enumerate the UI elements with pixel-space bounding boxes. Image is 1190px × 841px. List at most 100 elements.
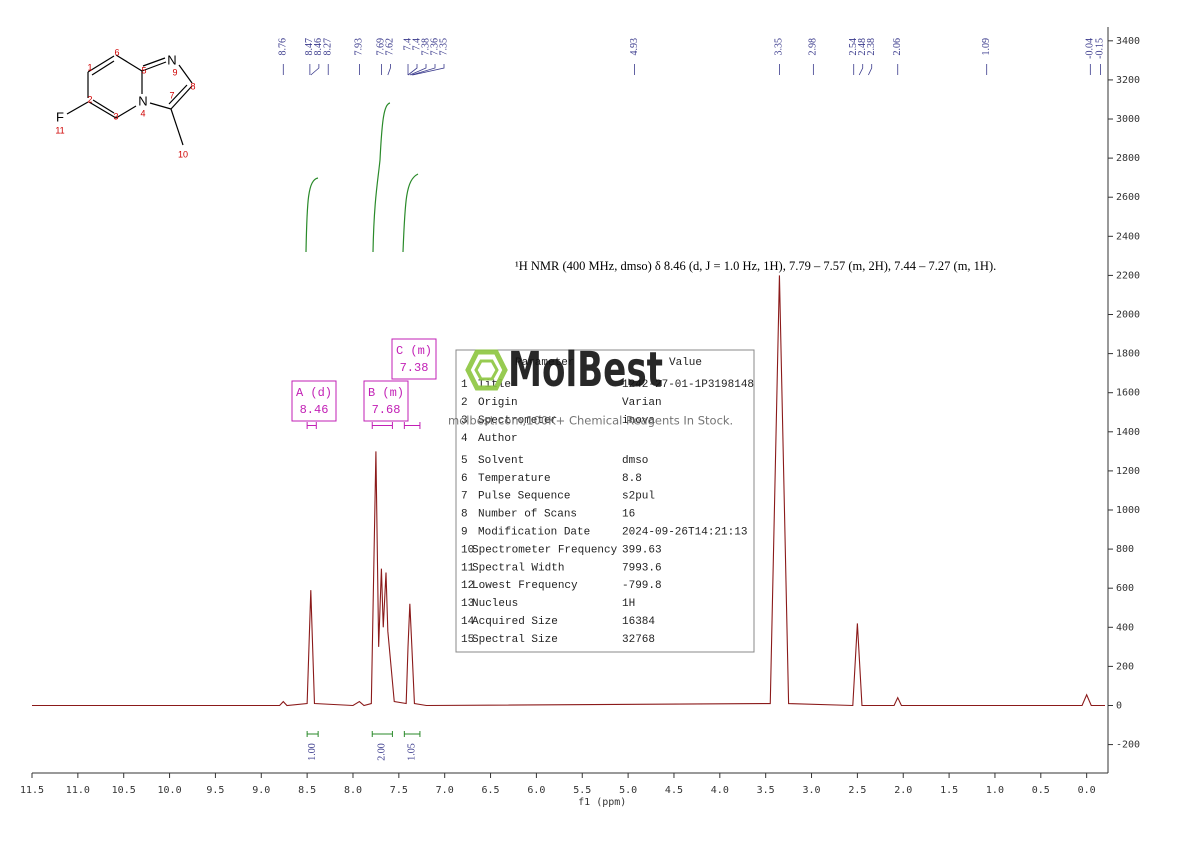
row-value: inova bbox=[622, 415, 655, 427]
row-value: 2024-09-26T14:21:13 bbox=[622, 527, 747, 539]
integral-curves bbox=[305, 102, 419, 253]
peak-label: 2.48 bbox=[857, 38, 868, 56]
peak-label: 7.62 bbox=[385, 38, 396, 56]
peak-label: 8.27 bbox=[323, 38, 334, 56]
peak-label: -0.04 bbox=[1085, 38, 1096, 59]
integral-bracket bbox=[306, 731, 319, 737]
row-number: 12 bbox=[461, 580, 474, 592]
peak-label: 2.06 bbox=[892, 38, 903, 56]
y-tick-label: 3400 bbox=[1116, 36, 1140, 47]
y-tick-label: 1600 bbox=[1116, 388, 1140, 399]
x-tick-label: 11.5 bbox=[20, 785, 44, 796]
atom-number: 10 bbox=[178, 149, 188, 159]
multiplet-range bbox=[306, 422, 317, 429]
x-tick-label: 9.5 bbox=[206, 785, 224, 796]
peak-connector bbox=[858, 64, 864, 76]
x-tick-label: 8.5 bbox=[298, 785, 316, 796]
y-tick-label: 200 bbox=[1116, 661, 1134, 672]
y-tick-label: 2200 bbox=[1116, 270, 1140, 281]
row-value: -799.8 bbox=[622, 580, 662, 592]
x-tick-label: 11.0 bbox=[66, 785, 90, 796]
row-value: 1H bbox=[622, 598, 635, 610]
y-tick-label: 3200 bbox=[1116, 75, 1140, 86]
row-name: Acquired Size bbox=[472, 616, 558, 628]
multiplet-shift: 7.68 bbox=[372, 403, 401, 417]
row-value: 16384 bbox=[622, 616, 655, 628]
peak-label: 1.09 bbox=[981, 38, 992, 56]
x-tick-label: 4.5 bbox=[665, 785, 683, 796]
watermark-logo: MolBest bbox=[508, 342, 663, 398]
row-number: 10 bbox=[461, 544, 474, 556]
x-tick-label: 0.5 bbox=[1032, 785, 1050, 796]
integral-bracket bbox=[403, 731, 421, 737]
peak-label: 7.38 bbox=[420, 38, 431, 56]
watermark-text: molbest.com,100K+ Chemical Reagents In S… bbox=[448, 414, 733, 428]
peak-label: 2.98 bbox=[808, 38, 819, 56]
x-tick-label: 5.5 bbox=[573, 785, 591, 796]
row-value: s2pul bbox=[622, 491, 655, 503]
y-tick-label: 2800 bbox=[1116, 153, 1140, 164]
atom-number: 3 bbox=[113, 111, 118, 121]
peak-label: 2.54 bbox=[848, 38, 859, 56]
row-value: 1242-27-01-1P3198148 bbox=[622, 379, 754, 391]
multiplet-name: C (m) bbox=[396, 344, 432, 358]
row-number: 13 bbox=[461, 598, 474, 610]
peak-label: 7.36 bbox=[429, 38, 440, 56]
x-tick-label: 5.0 bbox=[619, 785, 637, 796]
peak-label: -0.15 bbox=[1095, 38, 1106, 59]
atom-number: 11 bbox=[55, 125, 64, 135]
row-name: Number of Scans bbox=[478, 509, 577, 521]
x-tick-label: 7.0 bbox=[436, 785, 454, 796]
peak-label: 4.93 bbox=[629, 38, 640, 56]
multiplet-name: A (d) bbox=[296, 386, 332, 400]
multiplet-box bbox=[363, 380, 409, 422]
x-tick-label: 10.5 bbox=[112, 785, 136, 796]
x-tick-label: 2.0 bbox=[894, 785, 912, 796]
row-name: Spectral Width bbox=[472, 562, 564, 574]
y-tick-label: 0 bbox=[1116, 700, 1122, 711]
parameter-table bbox=[455, 349, 755, 653]
atom-number: 7 bbox=[169, 90, 174, 100]
peak-connector bbox=[868, 64, 873, 76]
integral-label: 1.05 bbox=[406, 743, 417, 761]
multiplet-shift: 8.46 bbox=[300, 403, 329, 417]
multiplet-range bbox=[371, 422, 393, 429]
atom-number: 2 bbox=[87, 94, 92, 104]
peak-label: 7.35 bbox=[438, 38, 449, 56]
row-number: 5 bbox=[461, 455, 468, 467]
integral-bracket bbox=[371, 731, 393, 737]
y-tick-label: 1800 bbox=[1116, 349, 1140, 360]
spectrum bbox=[32, 275, 1105, 707]
table-header: Parameter bbox=[515, 357, 574, 369]
y-tick-label: 1200 bbox=[1116, 466, 1140, 477]
peak-label: 8.46 bbox=[313, 38, 324, 56]
multiplet-name: B (m) bbox=[368, 386, 404, 400]
x-tick-label: 3.0 bbox=[802, 785, 820, 796]
peak-connector bbox=[412, 64, 445, 76]
x-tick-label: 2.5 bbox=[848, 785, 866, 796]
multiplet-range bbox=[403, 422, 421, 429]
x-tick-label: 9.0 bbox=[252, 785, 270, 796]
peak-label: 8.76 bbox=[278, 38, 289, 56]
peak-label: 8.47 bbox=[304, 38, 315, 56]
x-tick-label: 6.5 bbox=[482, 785, 500, 796]
row-name: Temperature bbox=[478, 473, 551, 485]
y-tick-label: -200 bbox=[1116, 740, 1140, 751]
row-name: Spectrometer bbox=[478, 415, 557, 427]
peak-label: 3.35 bbox=[774, 38, 785, 56]
row-number: 2 bbox=[461, 397, 468, 409]
row-name: Origin bbox=[478, 397, 518, 409]
row-number: 15 bbox=[461, 634, 474, 646]
x-tick-label: 1.5 bbox=[940, 785, 958, 796]
row-number: 1 bbox=[461, 379, 468, 391]
y-tick-label: 2000 bbox=[1116, 310, 1140, 321]
y-tick-label: 400 bbox=[1116, 622, 1134, 633]
atom: F bbox=[56, 109, 64, 124]
multiplet-box bbox=[391, 338, 437, 380]
x-tick-label: 7.5 bbox=[390, 785, 408, 796]
atom-number: 9 bbox=[172, 67, 177, 77]
y-tick-label: 2600 bbox=[1116, 192, 1140, 203]
multiplet-box bbox=[291, 380, 337, 422]
